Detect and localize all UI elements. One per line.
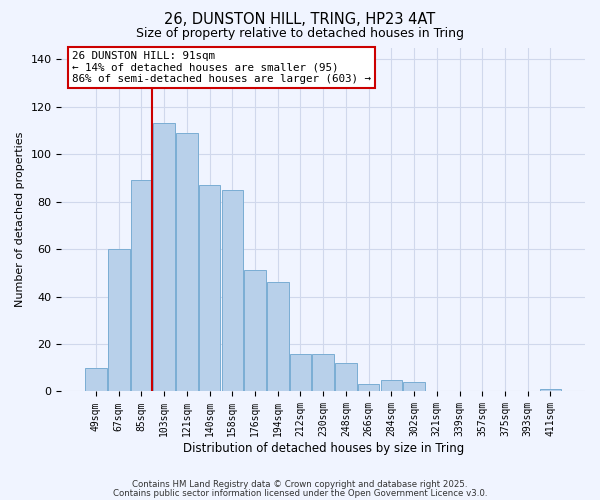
Bar (358, 384, 379, 392)
Bar (176, 133, 197, 392)
Bar (267, 282, 289, 392)
Bar (85, 368, 107, 392)
Bar (313, 354, 334, 392)
Bar (108, 249, 130, 392)
Y-axis label: Number of detached properties: Number of detached properties (15, 132, 25, 307)
Bar (380, 380, 402, 392)
Bar (539, 389, 561, 392)
Bar (290, 354, 311, 392)
Text: 26 DUNSTON HILL: 91sqm
← 14% of detached houses are smaller (95)
86% of semi-det: 26 DUNSTON HILL: 91sqm ← 14% of detached… (72, 51, 371, 84)
Text: Size of property relative to detached houses in Tring: Size of property relative to detached ho… (136, 28, 464, 40)
Bar (244, 270, 266, 392)
Text: Contains public sector information licensed under the Open Government Licence v3: Contains public sector information licen… (113, 488, 487, 498)
X-axis label: Distribution of detached houses by size in Tring: Distribution of detached houses by size … (182, 442, 464, 455)
Bar (154, 124, 175, 392)
Bar (131, 180, 152, 392)
Text: Contains HM Land Registry data © Crown copyright and database right 2025.: Contains HM Land Registry data © Crown c… (132, 480, 468, 489)
Text: 26, DUNSTON HILL, TRING, HP23 4AT: 26, DUNSTON HILL, TRING, HP23 4AT (164, 12, 436, 28)
Bar (403, 382, 425, 392)
Bar (221, 190, 243, 392)
Bar (199, 185, 220, 392)
Bar (335, 363, 357, 392)
